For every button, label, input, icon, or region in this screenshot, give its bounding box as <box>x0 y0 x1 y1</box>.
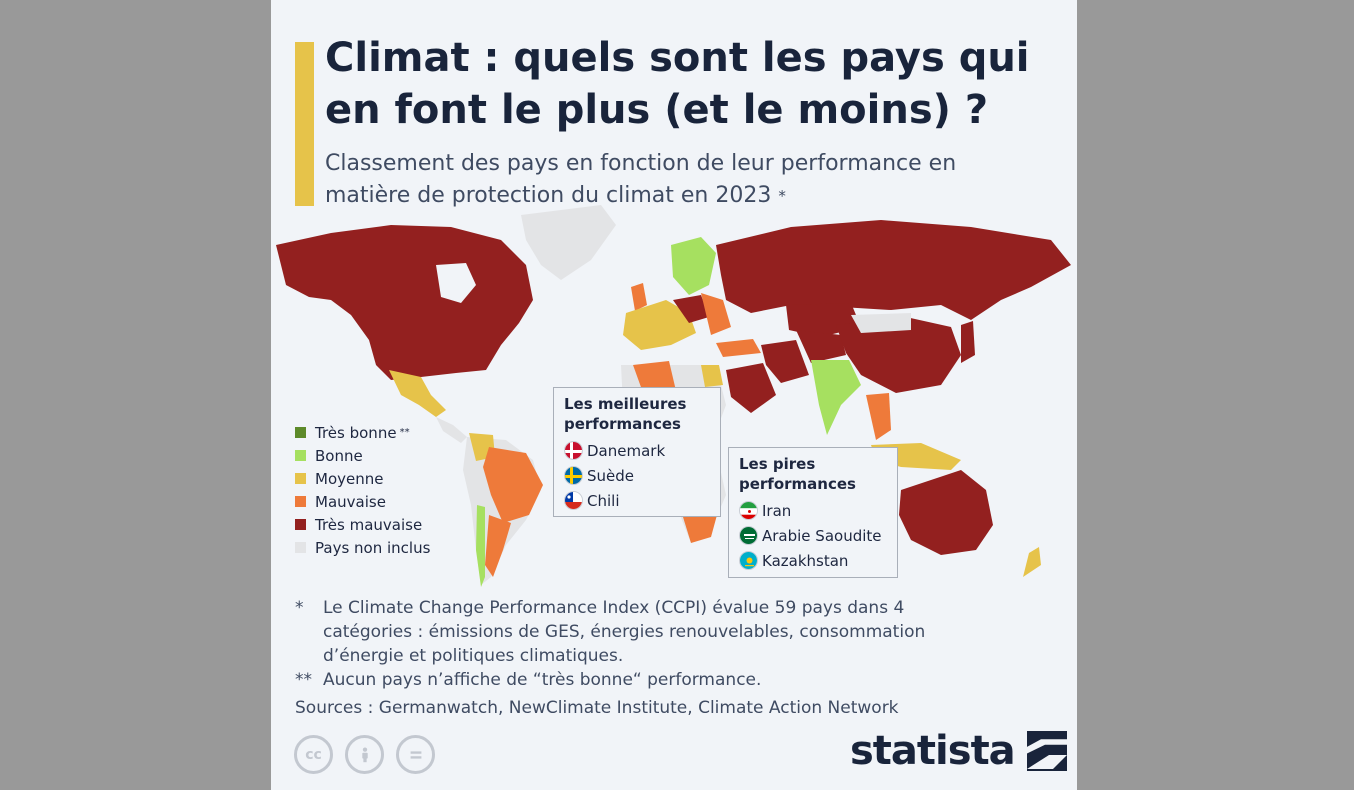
legend-item-tres-mauvaise: Très mauvaise <box>295 513 430 536</box>
worst-country-row: Iran <box>739 498 887 523</box>
legend-label: Très mauvaise <box>315 515 423 534</box>
eastern-europe <box>701 293 731 335</box>
license-icons: cc <box>294 735 447 774</box>
legend-label: Très bonne <box>315 423 397 442</box>
argentina <box>485 515 511 577</box>
country-name: Kazakhstan <box>762 551 849 570</box>
subtitle: Classement des pays en fonction de leur … <box>325 148 1025 212</box>
legend-swatch <box>295 496 306 507</box>
legend-swatch <box>295 473 306 484</box>
footnote-text: Aucun pays n’affiche de “très bonne“ per… <box>323 670 762 690</box>
legend-item-bonne: Bonne <box>295 444 430 467</box>
country-name: Arabie Saoudite <box>762 526 882 545</box>
infographic-card: Climat : quels sont les pays qui en font… <box>271 0 1077 790</box>
statista-logo-icon <box>1026 731 1067 771</box>
legend-swatch <box>295 427 306 438</box>
south-africa <box>683 515 717 543</box>
worst-performers-title: Les pires performances <box>739 455 856 493</box>
cc-icon[interactable]: cc <box>294 735 333 774</box>
mongolia <box>851 313 911 333</box>
legend-swatch <box>295 519 306 530</box>
country-name: Suède <box>587 466 635 485</box>
country-name: Iran <box>762 501 792 520</box>
western-europe <box>623 300 696 350</box>
saudi-arabia-flag-icon <box>739 526 758 545</box>
legend-item-non-inclus: Pays non inclus <box>295 536 430 559</box>
statista-brand[interactable]: statista <box>850 728 1067 774</box>
scandinavia <box>671 237 716 295</box>
greenland <box>521 205 616 280</box>
legend-label: Bonne <box>315 446 363 465</box>
country-name: Chili <box>587 491 620 510</box>
central-america <box>436 417 467 443</box>
china <box>836 317 961 393</box>
footnotes: * Le Climate Change Performance Index (C… <box>295 596 995 720</box>
footnote-mark: * <box>295 598 304 618</box>
thailand-vietnam <box>866 393 891 440</box>
sweden-flag-icon <box>564 466 583 485</box>
chile-flag-icon <box>564 491 583 510</box>
footnote: ** Aucun pays n’affiche de “très bonne“ … <box>295 668 995 692</box>
chile <box>476 505 485 587</box>
central-asia <box>796 330 846 363</box>
legend-item-tres-bonne: Très bonne ** <box>295 421 430 444</box>
map-legend: Très bonne ** Bonne Moyenne Mauvaise Trè… <box>295 421 430 559</box>
denmark-flag-icon <box>564 441 583 460</box>
brazil <box>483 447 543 523</box>
north-america <box>276 225 533 380</box>
worst-country-row: Kazakhstan <box>739 548 887 573</box>
attribution-icon[interactable] <box>345 735 384 774</box>
india <box>811 360 861 435</box>
iran <box>761 340 809 383</box>
japan <box>961 321 975 363</box>
saudi-arabia <box>726 363 776 413</box>
footnote-mark: ** <box>295 670 312 690</box>
legend-item-moyenne: Moyenne <box>295 467 430 490</box>
no-derivatives-icon[interactable] <box>396 735 435 774</box>
egypt <box>701 365 723 387</box>
footnote-text: Le Climate Change Performance Index (CCP… <box>323 598 926 666</box>
sources: Sources : Germanwatch, NewClimate Instit… <box>295 698 899 718</box>
mexico <box>389 370 446 417</box>
legend-swatch <box>295 450 306 461</box>
legend-label: Pays non inclus <box>315 538 431 557</box>
best-country-row: Suède <box>564 463 710 488</box>
iran-flag-icon <box>739 501 758 520</box>
legend-mark: ** <box>399 427 410 438</box>
legend-label: Moyenne <box>315 469 384 488</box>
country-name: Danemark <box>587 441 666 460</box>
australia <box>899 470 993 555</box>
central-europe <box>673 295 709 323</box>
page-title: Climat : quels sont les pays qui en font… <box>325 35 1030 133</box>
worst-performers-box: Les pires performances Iran Arabie Saoud… <box>728 447 898 578</box>
legend-item-mauvaise: Mauvaise <box>295 490 430 513</box>
best-country-row: Danemark <box>564 438 710 463</box>
uk <box>631 283 647 311</box>
worst-country-row: Arabie Saoudite <box>739 523 887 548</box>
brand-wordmark: statista <box>850 728 1016 774</box>
best-performers-title: Les meilleures performances <box>564 395 687 433</box>
best-performers-box: Les meilleures performances Danemark Suè… <box>553 387 721 517</box>
hudson-bay <box>436 263 476 303</box>
legend-swatch <box>295 542 306 553</box>
subtitle-text: Classement des pays en fonction de leur … <box>325 151 957 208</box>
footnote: * Le Climate Change Performance Index (C… <box>295 596 995 668</box>
turkey <box>716 339 761 357</box>
new-zealand <box>1023 547 1041 577</box>
russia <box>716 220 1071 320</box>
accent-bar <box>295 42 314 206</box>
legend-label: Mauvaise <box>315 492 386 511</box>
kazakhstan-flag-icon <box>739 551 758 570</box>
best-country-row: Chili <box>564 488 710 513</box>
subtitle-mark: * <box>778 187 786 205</box>
